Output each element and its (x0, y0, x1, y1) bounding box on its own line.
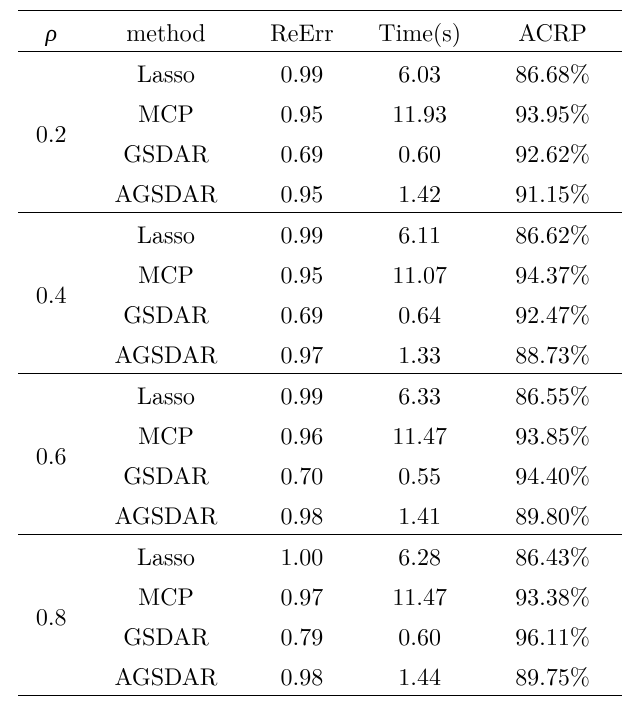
cell-rho: 0.8 (18, 535, 84, 696)
table-row: 0.6Lasso0.996.3386.55% (18, 374, 622, 415)
cell-acrp: 94.37% (483, 253, 622, 293)
cell-method: AGSDAR (84, 333, 247, 374)
cell-reerr: 0.98 (248, 655, 357, 696)
header-method: method (84, 11, 247, 52)
cell-reerr: 0.96 (248, 414, 357, 454)
cell-time: 1.41 (356, 494, 483, 535)
cell-method: Lasso (84, 374, 247, 415)
cell-acrp: 93.85% (483, 414, 622, 454)
header-row: ρ method ReErr Time(s) ACRP (18, 11, 622, 52)
table-row: GSDAR0.690.6492.47% (18, 293, 622, 333)
table-row: AGSDAR0.981.4489.75% (18, 655, 622, 696)
cell-time: 11.47 (356, 414, 483, 454)
cell-reerr: 0.69 (248, 132, 357, 172)
cell-acrp: 92.47% (483, 293, 622, 333)
table-row: MCP0.9611.4793.85% (18, 414, 622, 454)
cell-time: 6.03 (356, 52, 483, 93)
table-row: MCP0.9511.9393.95% (18, 92, 622, 132)
cell-method: GSDAR (84, 293, 247, 333)
cell-time: 6.28 (356, 535, 483, 576)
table-row: GSDAR0.700.5594.40% (18, 454, 622, 494)
cell-time: 1.33 (356, 333, 483, 374)
cell-method: GSDAR (84, 615, 247, 655)
cell-acrp: 86.62% (483, 213, 622, 254)
table-body: 0.2Lasso0.996.0386.68%MCP0.9511.9393.95%… (18, 52, 622, 696)
table-row: GSDAR0.790.6096.11% (18, 615, 622, 655)
cell-rho: 0.6 (18, 374, 84, 535)
cell-method: MCP (84, 92, 247, 132)
table-row: GSDAR0.690.6092.62% (18, 132, 622, 172)
cell-acrp: 89.75% (483, 655, 622, 696)
cell-method: Lasso (84, 213, 247, 254)
cell-time: 11.47 (356, 575, 483, 615)
header-rho: ρ (18, 11, 84, 52)
cell-rho: 0.4 (18, 213, 84, 374)
header-time: Time(s) (356, 11, 483, 52)
cell-acrp: 88.73% (483, 333, 622, 374)
cell-time: 6.11 (356, 213, 483, 254)
cell-reerr: 0.99 (248, 374, 357, 415)
table-row: AGSDAR0.971.3388.73% (18, 333, 622, 374)
cell-acrp: 91.15% (483, 172, 622, 213)
cell-time: 0.64 (356, 293, 483, 333)
header-reerr: ReErr (248, 11, 357, 52)
header-acrp: ACRP (483, 11, 622, 52)
cell-method: Lasso (84, 535, 247, 576)
cell-acrp: 93.95% (483, 92, 622, 132)
cell-reerr: 0.70 (248, 454, 357, 494)
table-row: AGSDAR0.981.4189.80% (18, 494, 622, 535)
table-row: MCP0.9711.4793.38% (18, 575, 622, 615)
cell-reerr: 0.98 (248, 494, 357, 535)
cell-time: 1.42 (356, 172, 483, 213)
cell-method: AGSDAR (84, 494, 247, 535)
cell-time: 1.44 (356, 655, 483, 696)
cell-time: 11.07 (356, 253, 483, 293)
cell-reerr: 0.97 (248, 575, 357, 615)
cell-reerr: 0.95 (248, 92, 357, 132)
cell-acrp: 86.55% (483, 374, 622, 415)
cell-reerr: 0.97 (248, 333, 357, 374)
cell-method: GSDAR (84, 454, 247, 494)
table-row: MCP0.9511.0794.37% (18, 253, 622, 293)
cell-acrp: 93.38% (483, 575, 622, 615)
cell-method: MCP (84, 253, 247, 293)
cell-acrp: 94.40% (483, 454, 622, 494)
cell-reerr: 0.99 (248, 52, 357, 93)
cell-time: 6.33 (356, 374, 483, 415)
cell-reerr: 0.99 (248, 213, 357, 254)
cell-time: 11.93 (356, 92, 483, 132)
cell-method: MCP (84, 575, 247, 615)
table-row: AGSDAR0.951.4291.15% (18, 172, 622, 213)
cell-method: GSDAR (84, 132, 247, 172)
cell-method: MCP (84, 414, 247, 454)
cell-acrp: 89.80% (483, 494, 622, 535)
cell-reerr: 0.69 (248, 293, 357, 333)
table-row: 0.2Lasso0.996.0386.68% (18, 52, 622, 93)
cell-method: AGSDAR (84, 655, 247, 696)
cell-acrp: 86.43% (483, 535, 622, 576)
results-table: ρ method ReErr Time(s) ACRP 0.2Lasso0.99… (18, 10, 622, 696)
cell-acrp: 92.62% (483, 132, 622, 172)
cell-reerr: 0.79 (248, 615, 357, 655)
cell-rho: 0.2 (18, 52, 84, 213)
cell-time: 0.60 (356, 132, 483, 172)
cell-time: 0.55 (356, 454, 483, 494)
cell-reerr: 0.95 (248, 253, 357, 293)
table-row: 0.8Lasso1.006.2886.43% (18, 535, 622, 576)
cell-reerr: 1.00 (248, 535, 357, 576)
cell-acrp: 86.68% (483, 52, 622, 93)
cell-acrp: 96.11% (483, 615, 622, 655)
cell-method: Lasso (84, 52, 247, 93)
cell-method: AGSDAR (84, 172, 247, 213)
cell-reerr: 0.95 (248, 172, 357, 213)
cell-time: 0.60 (356, 615, 483, 655)
table-row: 0.4Lasso0.996.1186.62% (18, 213, 622, 254)
